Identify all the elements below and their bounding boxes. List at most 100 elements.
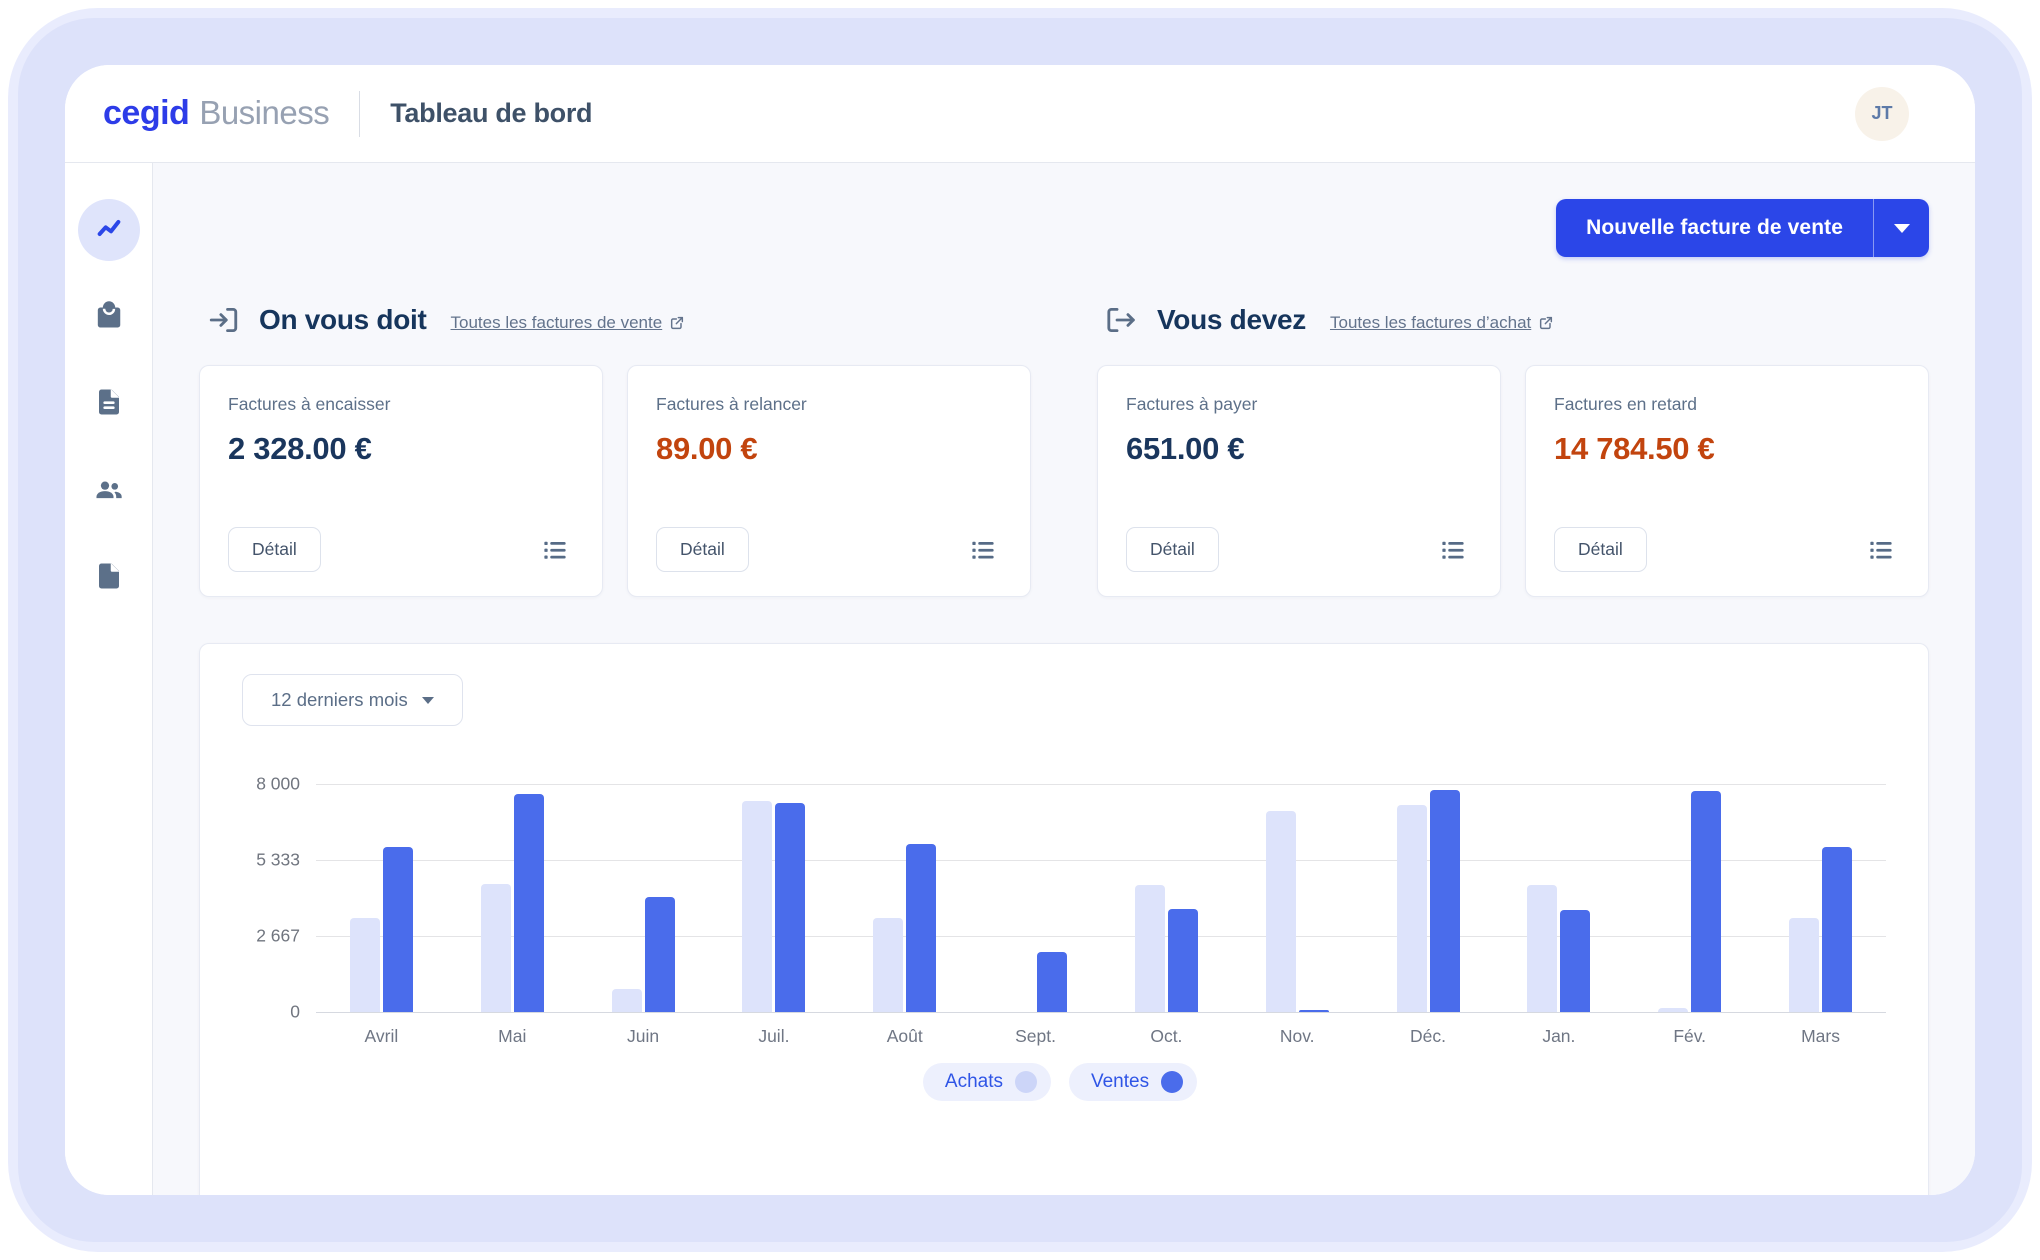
detail-button[interactable]: Détail (1126, 527, 1219, 572)
bar-ventes-mai[interactable] (513, 794, 544, 1012)
bar-achats-juil[interactable] (742, 801, 773, 1012)
logo: cegid Business (103, 94, 330, 133)
sidebar-item-dashboard[interactable] (77, 199, 140, 261)
x-axis-label: Jan. (1542, 1026, 1576, 1046)
list-view-button[interactable] (1862, 531, 1900, 569)
app-header: cegid Business Tableau de bord JT (65, 65, 1975, 163)
card-label: Factures en retard (1554, 394, 1697, 414)
x-axis-label: Juil. (758, 1026, 790, 1046)
list-view-button[interactable] (1434, 531, 1472, 569)
bar-achats-oct[interactable] (1134, 885, 1165, 1012)
bar-achats-juin[interactable] (611, 989, 642, 1012)
bar-group-aot (839, 784, 970, 1012)
bar-achats-mars[interactable] (1789, 918, 1820, 1012)
bar-ventes-oct[interactable] (1167, 909, 1198, 1012)
x-axis-label: Mai (498, 1026, 527, 1046)
all-sales-invoices-link[interactable]: Toutes les factures de vente (451, 313, 686, 333)
legend-achats[interactable]: Achats (922, 1063, 1051, 1101)
bar-group-mai (447, 784, 578, 1012)
period-select-label: 12 derniers mois (271, 689, 408, 710)
page-title: Tableau de bord (390, 98, 593, 128)
bar-achats-jan[interactable] (1527, 885, 1558, 1012)
bar-group-dc (1363, 784, 1494, 1012)
y-axis-tick: 5 333 (256, 849, 300, 870)
gridline (316, 860, 1886, 861)
bar-group-juin (578, 784, 709, 1012)
card-factures-a-encaisser: Factures à encaisser 2 328.00 € Détail (199, 365, 603, 597)
bar-ventes-juin[interactable] (644, 897, 675, 1012)
bar-achats-mai[interactable] (480, 884, 511, 1012)
bar-achats-dc[interactable] (1396, 805, 1427, 1012)
sidebar-item-invoices[interactable] (78, 373, 140, 435)
bar-ventes-nov[interactable] (1298, 1010, 1329, 1012)
link-label: Toutes les factures de vente (450, 313, 663, 332)
bar-group-nov (1232, 784, 1363, 1012)
bar-ventes-avril[interactable] (382, 847, 413, 1012)
sidebar (65, 163, 153, 1195)
logo-secondary: Business (199, 94, 330, 131)
bar-ventes-fv[interactable] (1691, 791, 1722, 1012)
legend-ventes[interactable]: Ventes (1068, 1063, 1198, 1101)
section-vous-devez: Vous devez Toutes les factures d’achat (1097, 303, 1929, 597)
period-select[interactable]: 12 derniers mois (242, 674, 463, 726)
detail-button[interactable]: Détail (1554, 527, 1647, 572)
x-axis-label: Oct. (1150, 1026, 1183, 1046)
card-label: Factures à relancer (656, 394, 807, 414)
detail-button[interactable]: Détail (228, 527, 321, 572)
all-purchase-invoices-link[interactable]: Toutes les factures d’achat (1330, 313, 1554, 333)
card-value: 651.00 € (1126, 431, 1245, 466)
new-invoice-button[interactable]: Nouvelle facture de vente (1556, 199, 1873, 257)
legend-label: Achats (944, 1071, 1003, 1092)
chevron-down-icon (421, 696, 434, 704)
x-axis-label: Juin (627, 1026, 660, 1046)
new-invoice-dropdown-button[interactable] (1873, 199, 1929, 257)
legend-dot (1161, 1071, 1184, 1093)
new-invoice-split-button: Nouvelle facture de vente (1556, 199, 1929, 257)
bar-group-jan (1493, 784, 1624, 1012)
gridline (316, 936, 1886, 937)
section-header: Vous devez Toutes les factures d’achat (1097, 303, 1929, 337)
bar-ventes-jan[interactable] (1560, 910, 1591, 1012)
section-header: On vous doit Toutes les factures de vent… (199, 303, 1031, 337)
bar-achats-nov[interactable] (1265, 811, 1296, 1012)
sidebar-item-documents[interactable] (78, 547, 140, 609)
bar-ventes-sept[interactable] (1037, 952, 1068, 1012)
bar-achats-aot[interactable] (873, 918, 904, 1012)
card-factures-en-retard: Factures en retard 14 784.50 € Détail (1525, 365, 1929, 597)
x-axis-label: Nov. (1279, 1026, 1315, 1046)
bar-achats-avril[interactable] (349, 918, 380, 1012)
chevron-down-icon (1893, 223, 1910, 233)
bar-group-mars (1755, 784, 1886, 1012)
card-factures-a-payer: Factures à payer 651.00 € Détail (1097, 365, 1501, 597)
chart-card: 12 derniers mois 8 000 5 333 2 667 0 Avril M… (199, 643, 1929, 1195)
list-icon (1870, 541, 1892, 559)
y-axis-tick: 8 000 (256, 773, 300, 794)
app-window: cegid Business Tableau de bord JT (65, 65, 1975, 1195)
bar-ventes-juil[interactable] (775, 803, 806, 1012)
arrow-out-of-bracket-icon (1105, 303, 1139, 337)
bar-group-oct (1101, 784, 1232, 1012)
list-view-button[interactable] (536, 531, 574, 569)
x-axis-label: Avril (364, 1026, 399, 1046)
external-link-icon (671, 316, 684, 330)
cards-row: Factures à encaisser 2 328.00 € Détail (199, 365, 1031, 597)
bar-ventes-mars[interactable] (1822, 847, 1853, 1012)
y-axis: 8 000 5 333 2 667 0 (234, 774, 316, 1022)
card-value: 2 328.00 € (228, 431, 372, 466)
card-value: 14 784.50 € (1554, 431, 1715, 466)
bar-ventes-aot[interactable] (906, 844, 937, 1012)
y-axis-tick: 2 667 (256, 925, 300, 946)
avatar-initials: JT (1871, 103, 1893, 123)
legend-dot (1014, 1071, 1037, 1093)
bar-group-fv (1624, 784, 1755, 1012)
list-view-button[interactable] (964, 531, 1002, 569)
plot-area (316, 784, 1886, 1013)
sidebar-item-contacts[interactable] (78, 460, 140, 522)
bar-ventes-dc[interactable] (1429, 790, 1460, 1012)
detail-button[interactable]: Détail (656, 527, 749, 572)
bar-group-sept (970, 784, 1101, 1012)
sidebar-item-sales[interactable] (78, 286, 140, 348)
bar-achats-fv[interactable] (1658, 1008, 1689, 1012)
avatar[interactable]: JT (1855, 86, 1909, 141)
main-content: Nouvelle facture de vente (153, 163, 1975, 1195)
